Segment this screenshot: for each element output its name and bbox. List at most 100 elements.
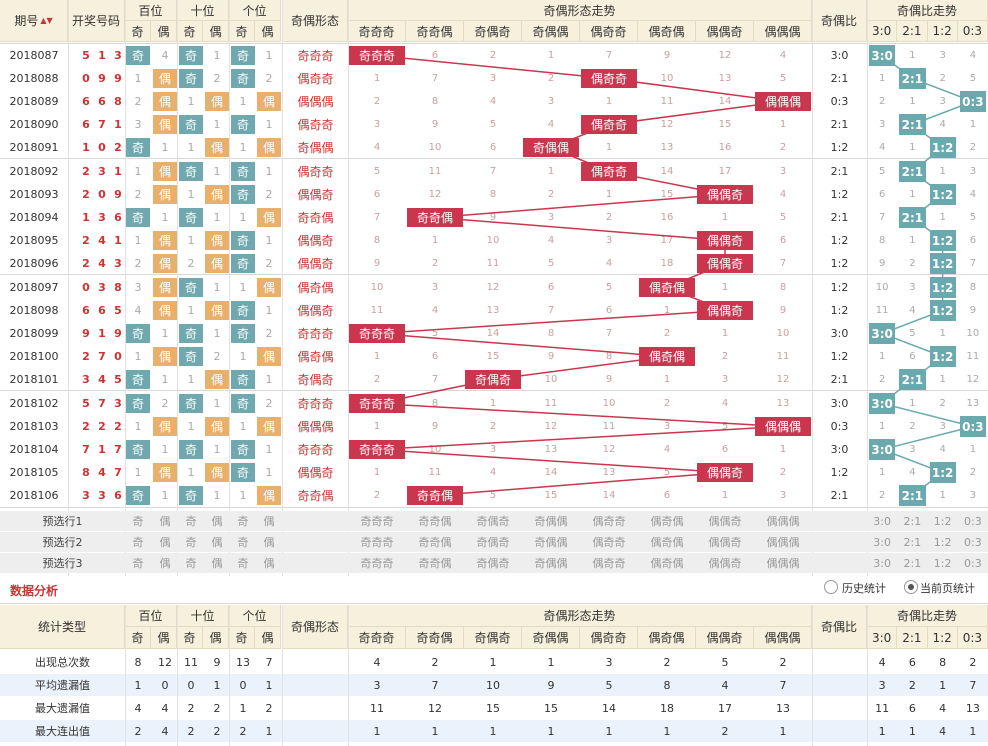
stat-col-line — [177, 605, 178, 746]
history-stat-label[interactable]: 历史统计 — [842, 582, 886, 595]
preselect-form-cell[interactable]: 偶偶奇 — [708, 536, 742, 549]
preselect-form-cell[interactable]: 奇偶偶 — [534, 536, 568, 549]
draw-digit: 9 — [98, 72, 106, 85]
preselect-ratio-cell[interactable]: 1:2 — [933, 535, 952, 549]
preselect-ratio-cell[interactable]: 3:0 — [873, 514, 891, 528]
parity-form-cell: 奇奇偶 — [297, 211, 334, 225]
form-miss-cell: 2 — [489, 50, 497, 61]
preselect-ratio-cell[interactable]: 3:0 — [873, 535, 891, 549]
preselect-ratio-cell[interactable]: 1:2 — [933, 514, 952, 528]
preselect-row[interactable] — [0, 511, 988, 531]
current-stat-label[interactable]: 当前页统计 — [920, 582, 975, 595]
form-miss-cell: 3 — [779, 166, 787, 177]
preselect-pos-cell[interactable]: 偶 — [159, 536, 171, 549]
stat-ratio-col-header: 0:3 — [957, 627, 988, 649]
preselect-pos-cell[interactable]: 偶 — [211, 515, 223, 528]
period-header[interactable]: 期号 ▲▼ — [0, 0, 68, 42]
preselect-form-cell[interactable]: 偶偶偶 — [766, 536, 800, 549]
form-miss-cell: 14 — [602, 490, 616, 501]
row-separator — [0, 158, 988, 159]
period-label: 期号 — [14, 14, 39, 28]
preselect-form-cell[interactable]: 偶偶偶 — [766, 557, 800, 570]
ratio-col-header: 1:2 — [927, 21, 958, 42]
preselect-form-cell[interactable]: 奇奇奇 — [360, 536, 394, 549]
preselect-form-cell[interactable]: 偶偶奇 — [708, 515, 742, 528]
preselect-pos-cell[interactable]: 偶 — [263, 557, 275, 570]
stat-form-col-header: 偶偶奇 — [696, 627, 754, 649]
preselect-form-cell[interactable]: 偶偶偶 — [766, 515, 800, 528]
preselect-ratio-cell[interactable]: 2:1 — [903, 556, 922, 570]
preselect-ratio-cell[interactable]: 0:3 — [964, 556, 982, 570]
preselect-row[interactable] — [0, 532, 988, 552]
odd-cell: 奇 — [126, 138, 150, 157]
preselect-form-cell[interactable]: 偶奇偶 — [650, 557, 684, 570]
stat-ratio-trend-header: 奇偶比走势 — [867, 605, 988, 627]
even-cell: 偶 — [153, 254, 177, 273]
even-cell: 4 — [161, 49, 169, 62]
parity-form-cell: 偶奇偶 — [297, 281, 334, 295]
preselect-pos-cell[interactable]: 奇 — [132, 515, 144, 528]
preselect-form-cell[interactable]: 奇奇奇 — [360, 557, 394, 570]
preselect-ratio-cell[interactable]: 0:3 — [964, 514, 982, 528]
preselect-form-cell[interactable]: 偶奇偶 — [650, 515, 684, 528]
form-hit-cell: 偶偶偶 — [755, 92, 811, 111]
even-cell: 1 — [265, 304, 273, 317]
preselect-form-cell[interactable]: 奇奇偶 — [418, 536, 452, 549]
preselect-pos-cell[interactable]: 奇 — [185, 536, 197, 549]
preselect-pos-cell[interactable]: 奇 — [237, 557, 249, 570]
preselect-form-cell[interactable]: 奇偶奇 — [476, 557, 510, 570]
stat-form-value: 10 — [486, 678, 500, 692]
even-cell: 偶 — [153, 92, 177, 111]
ratio-miss-cell: 11 — [966, 351, 980, 362]
ratio-cell: 1:2 — [830, 466, 849, 479]
preselect-form-cell[interactable]: 偶偶奇 — [708, 557, 742, 570]
preselect-ratio-cell[interactable]: 0:3 — [964, 535, 982, 549]
stat-label: 平均遗漏值 — [35, 679, 90, 692]
draw-digit: 7 — [98, 118, 106, 131]
preselect-form-cell[interactable]: 奇奇偶 — [418, 557, 452, 570]
preselect-ratio-cell[interactable]: 3:0 — [873, 556, 891, 570]
preselect-ratio-cell[interactable]: 2:1 — [903, 514, 922, 528]
form-miss-cell: 12 — [486, 282, 500, 293]
stat-row — [0, 697, 988, 719]
preselect-form-cell[interactable]: 奇奇奇 — [360, 515, 394, 528]
preselect-pos-cell[interactable]: 偶 — [159, 515, 171, 528]
preselect-form-cell[interactable]: 偶奇奇 — [592, 515, 626, 528]
preselect-pos-cell[interactable]: 奇 — [132, 557, 144, 570]
preselect-form-cell[interactable]: 偶奇奇 — [592, 557, 626, 570]
preselect-form-cell[interactable]: 奇偶奇 — [476, 515, 510, 528]
preselect-pos-cell[interactable]: 奇 — [132, 536, 144, 549]
preselect-form-cell[interactable]: 奇偶偶 — [534, 557, 568, 570]
preselect-ratio-cell[interactable]: 2:1 — [903, 535, 922, 549]
draw-digit: 3 — [114, 397, 122, 410]
stat-pos-value: 4 — [134, 701, 142, 715]
preselect-label: 预选行2 — [42, 536, 83, 549]
preselect-pos-cell[interactable]: 奇 — [185, 515, 197, 528]
current-radio[interactable] — [904, 580, 918, 594]
preselect-form-cell[interactable]: 奇奇偶 — [418, 515, 452, 528]
ratio-miss-cell: 1 — [909, 142, 916, 153]
preselect-form-cell[interactable]: 奇偶偶 — [534, 515, 568, 528]
history-radio[interactable] — [824, 580, 838, 594]
preselect-ratio-cell[interactable]: 1:2 — [933, 556, 952, 570]
preselect-pos-cell[interactable]: 奇 — [185, 557, 197, 570]
form-miss-cell: 11 — [428, 166, 442, 177]
preselect-form-cell[interactable]: 偶奇奇 — [592, 536, 626, 549]
preselect-pos-cell[interactable]: 偶 — [211, 557, 223, 570]
draw-digit: 6 — [82, 95, 90, 108]
preselect-pos-cell[interactable]: 奇 — [237, 536, 249, 549]
preselect-form-cell[interactable]: 偶奇偶 — [650, 536, 684, 549]
preselect-pos-cell[interactable]: 偶 — [263, 515, 275, 528]
preselect-row[interactable] — [0, 553, 988, 573]
stat-form-value: 2 — [663, 655, 671, 669]
form-miss-cell: 1 — [663, 374, 671, 385]
period-cell: 2018101 — [9, 373, 59, 386]
stat-label: 最大遗漏值 — [35, 702, 90, 715]
preselect-pos-cell[interactable]: 偶 — [263, 536, 275, 549]
preselect-pos-cell[interactable]: 偶 — [211, 536, 223, 549]
preselect-form-cell[interactable]: 奇偶奇 — [476, 536, 510, 549]
form-miss-cell: 7 — [489, 166, 497, 177]
draw-digit: 6 — [82, 304, 90, 317]
preselect-pos-cell[interactable]: 奇 — [237, 515, 249, 528]
preselect-pos-cell[interactable]: 偶 — [159, 557, 171, 570]
